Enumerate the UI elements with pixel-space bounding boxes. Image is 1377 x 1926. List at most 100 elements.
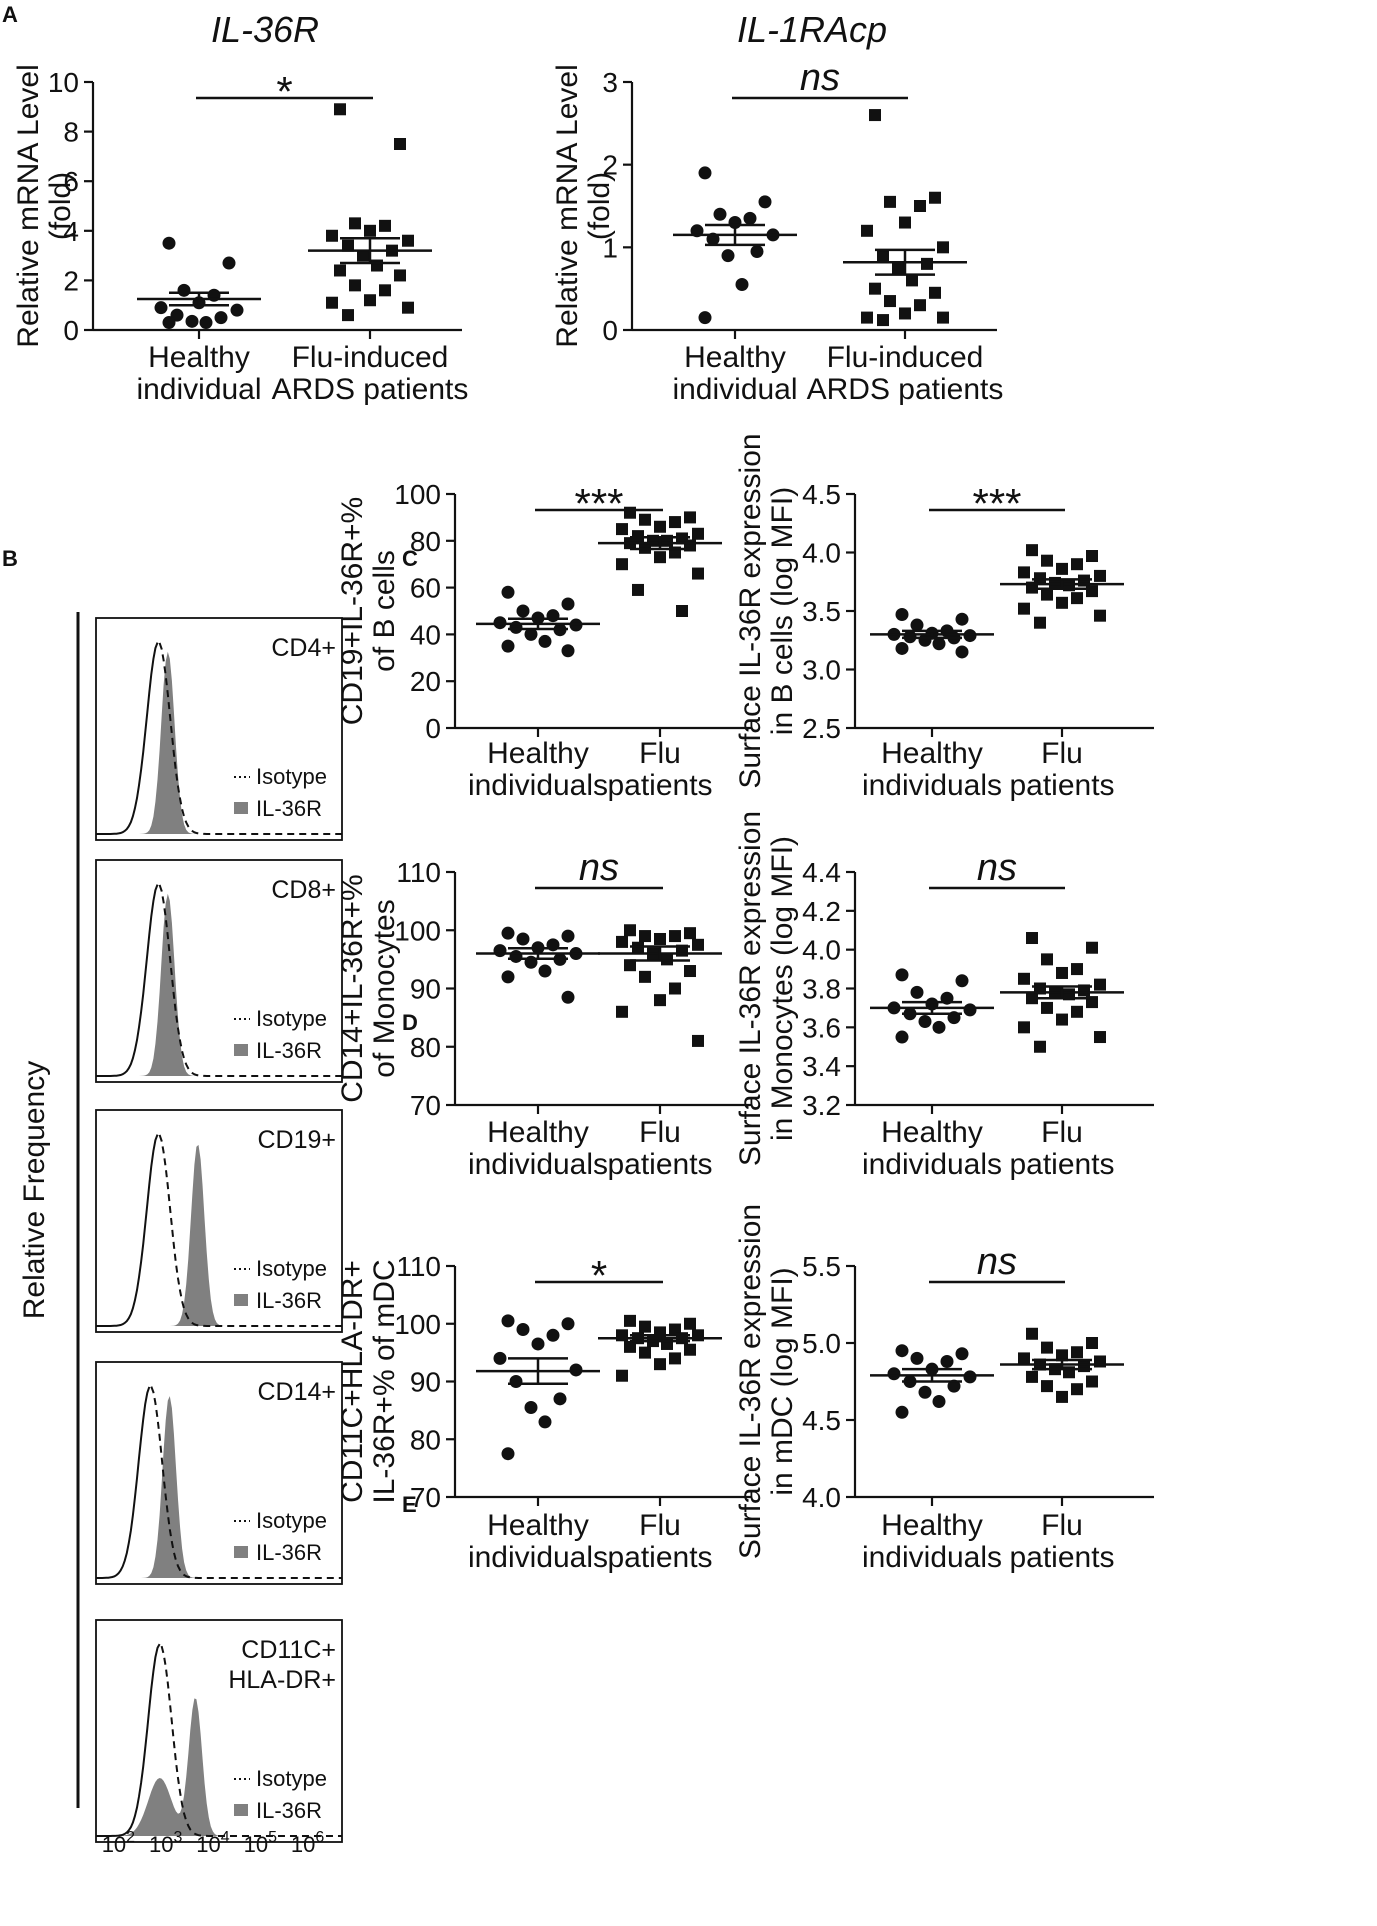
isotype-curve-solid [96,1643,161,1837]
data-point [1041,1380,1053,1393]
data-point [955,645,969,659]
data-point [1071,963,1083,976]
data-point [1094,569,1106,582]
data-point [963,1003,977,1017]
legend-stain-swatch [234,1044,248,1056]
data-point [692,1329,704,1342]
category-label-line: individual [136,373,261,406]
data-point [895,1344,909,1358]
category-label: Flu patients [607,1509,712,1574]
category-label-line: individuals [862,1148,1002,1181]
y-axis-label: Relative mRNA Level(fold) [12,64,77,347]
data-point [735,278,749,292]
data-point [910,618,924,632]
data-point [616,1369,628,1382]
data-point [692,1034,704,1047]
chart-title: IL-1RAcp [737,9,887,50]
data-point [758,195,772,209]
y-tick-label: 4.5 [802,479,841,510]
data-point [214,311,228,325]
flow-x-tick-exponent: 6 [315,1829,324,1846]
category-label-line: individuals [862,769,1002,802]
category-label: Healthy individual [672,341,797,406]
legend-stain-label: IL-36R [256,1798,322,1823]
data-point [887,1367,901,1381]
data-point [616,1005,628,1018]
data-point [1086,550,1098,563]
panel-label-b: B [2,546,18,571]
data-point [177,283,191,297]
y-tick-label: 10 [48,67,79,98]
y-tick-label: 2 [63,265,79,296]
legend-stain-swatch [234,1294,248,1306]
significance-label: ns [800,57,840,99]
y-tick-label: 3.6 [802,1012,841,1043]
data-point [1018,1352,1030,1365]
y-tick-label: 70 [410,1482,441,1513]
data-point [684,511,696,524]
significance-label: ns [977,847,1017,889]
category-label-line: ARDS patients [272,373,469,406]
data-point [516,604,530,618]
data-point [624,506,636,519]
data-point [553,1392,567,1406]
data-point [661,1337,673,1350]
data-point [162,236,176,250]
y-axis-label: Surface IL-36R expressionin Monocytes (l… [734,811,799,1166]
data-point [1041,1341,1053,1354]
data-point [937,311,949,324]
data-point [899,307,911,320]
y-tick-label: 0 [602,315,618,346]
significance-label: * [591,1252,607,1299]
data-point [684,1317,696,1330]
histogram-label-line: CD4+ [271,634,336,662]
data-point [524,627,538,641]
data-point [940,1354,954,1368]
data-point [955,1347,969,1361]
data-point [616,935,628,948]
category-label: Healthy individuals [468,1116,608,1181]
y-axis-label: Surface IL-36R expressionin B cells (log… [734,433,799,788]
legend-stain-label: IL-36R [256,796,322,821]
data-point [1071,592,1083,605]
y-tick-label: 3.0 [802,655,841,686]
category-label-line: Flu-induced [827,341,984,374]
data-point [654,520,666,533]
histogram-4: CD11C+ HLA-DR+ Isotype IL-36R [95,1619,343,1843]
y-axis-label-line: in B cells (log MFI) [766,487,799,735]
category-label-line: Flu [639,1509,681,1542]
data-point [1056,1390,1068,1403]
category-label: Healthy individuals [862,1116,1002,1181]
y-tick-label: 3.4 [802,1051,841,1082]
data-point [918,1385,932,1399]
data-point [669,930,681,943]
isotype-curve-dashed [150,1386,342,1579]
category-label-line: Flu [1041,737,1083,770]
data-point [899,216,911,229]
flow-x-tick-label: 102 [102,1829,135,1857]
histogram-label: CD4+ [271,634,336,662]
y-axis-label-line: CD14+IL-36R+% [336,874,369,1102]
data-point [1018,566,1030,579]
legend-isotype-label: Isotype [256,764,327,789]
category-label-line: individuals [468,1148,608,1181]
category-label-line: Healthy [487,1116,589,1149]
histogram-label: CD11C+ HLA-DR+ [228,1636,336,1694]
data-point [654,1358,666,1371]
data-point [918,1015,932,1029]
isotype-curve-solid [96,884,159,1077]
category-label-line: patients [607,1148,712,1181]
data-point [379,284,391,297]
data-point [624,924,636,937]
data-point [222,256,236,270]
data-point [861,224,873,237]
y-tick-label: 20 [410,666,441,697]
data-point [861,311,873,324]
data-point [1086,941,1098,954]
